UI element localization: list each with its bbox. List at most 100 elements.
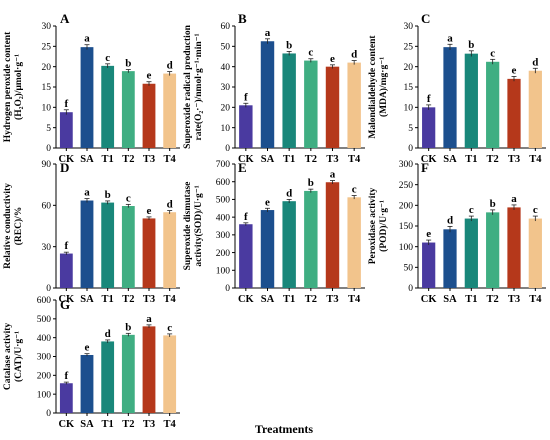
- y-tick-label: 10: [404, 104, 414, 114]
- bar-t2: [121, 71, 135, 148]
- bar-t3: [142, 218, 156, 288]
- x-tick-label: CK: [58, 154, 75, 165]
- bar-ck: [59, 383, 73, 413]
- significance-letter: d: [105, 328, 111, 340]
- y-tick-label: 400: [216, 213, 231, 223]
- y-tick-label: 20: [221, 104, 231, 114]
- y-tick-label: 20: [42, 63, 52, 73]
- bar-sa: [80, 200, 94, 288]
- panel-g: 0 100 200 300 400 500 600 f CK e SA d T1 b T2 a T3 c T4 G Ca…: [3, 296, 180, 430]
- bar-t3: [507, 207, 521, 288]
- x-tick-label: T3: [143, 154, 155, 165]
- x-tick-label: CK: [421, 294, 438, 305]
- x-tick-label: T3: [508, 294, 520, 305]
- y-tick-label: 0: [225, 144, 230, 154]
- x-tick-label: T1: [102, 154, 114, 165]
- significance-letter: c: [308, 47, 313, 59]
- y-tick-label: 300: [37, 353, 52, 363]
- x-tick-label: T3: [326, 154, 338, 165]
- x-tick-label: SA: [261, 154, 275, 165]
- y-tick-label: 60: [221, 22, 231, 32]
- panel-letter: C: [421, 11, 430, 26]
- x-tick-label: T1: [283, 154, 295, 165]
- y-tick-label: 400: [37, 334, 52, 344]
- bar-ck: [239, 224, 253, 288]
- significance-letter: f: [244, 211, 248, 223]
- x-tick-label: T1: [283, 294, 295, 305]
- y-tick-label: 50: [404, 264, 414, 274]
- y-axis-label: Hydrogen peroxide content(H₂O₂)/μmol·g⁻¹: [3, 31, 24, 142]
- x-tick-label: T2: [487, 294, 499, 305]
- panel-f: 0 50 100 150 200 250 300 e CK d SA c T1 b T2 a T3 c T4 F Per…: [368, 160, 546, 305]
- panel-b: 0 10 20 30 40 50 60 f CK a SA b T1 c T2 e T3 d T4 B Superoxi…: [183, 11, 365, 165]
- panel-a: 0 5 10 15 20 25 30 f CK a SA c T1 b T2 e T3 d T4 A Hydrogen …: [3, 11, 180, 165]
- y-tick-label: 100: [37, 390, 52, 400]
- significance-letter: e: [147, 205, 152, 217]
- bar-sa: [80, 47, 94, 148]
- y-tick-label: 5: [46, 124, 51, 134]
- bar-t2: [121, 206, 135, 288]
- bar-ck: [422, 242, 436, 288]
- bar-sa: [260, 210, 275, 288]
- bar-t1: [464, 53, 478, 148]
- x-tick-label: T2: [305, 154, 317, 165]
- bar-t1: [464, 218, 478, 288]
- significance-letter: e: [147, 70, 152, 82]
- x-tick-label: T2: [122, 154, 134, 165]
- significance-letter: c: [490, 47, 495, 59]
- bar-t1: [101, 341, 115, 413]
- x-tick-label: CK: [58, 419, 75, 430]
- bar-t1: [282, 53, 296, 149]
- significance-letter: a: [447, 32, 453, 44]
- panel-d: 0 30 60 90 f CK a SA b T1 c T2 e T3 d T4 D Relative condu…: [3, 160, 180, 305]
- x-tick-label: T4: [529, 294, 542, 305]
- significance-letter: b: [286, 39, 292, 51]
- x-tick-label: T1: [102, 294, 114, 305]
- x-tick-label: CK: [238, 294, 255, 305]
- significance-letter: a: [84, 33, 90, 45]
- x-tick-label: T4: [348, 154, 361, 165]
- significance-letter: d: [286, 187, 292, 199]
- bar-t4: [163, 73, 177, 148]
- y-tick-label: 300: [216, 231, 231, 241]
- bar-t4: [163, 335, 177, 413]
- bar-ck: [59, 253, 73, 288]
- x-tick-label: T3: [143, 419, 155, 430]
- bar-t3: [507, 78, 521, 148]
- y-tick-label: 0: [46, 284, 51, 294]
- x-tick-label: T2: [305, 294, 317, 305]
- y-tick-label: 60: [42, 202, 52, 212]
- x-tick-label: T1: [465, 294, 477, 305]
- y-tick-label: 20: [404, 63, 414, 73]
- significance-letter: f: [64, 370, 68, 382]
- y-tick-label: 15: [42, 83, 52, 93]
- y-tick-label: 150: [399, 222, 414, 232]
- y-tick-label: 300: [399, 160, 414, 170]
- x-tick-label: CK: [58, 294, 75, 305]
- x-tick-label: T2: [487, 154, 499, 165]
- y-tick-label: 500: [37, 315, 52, 325]
- y-tick-label: 25: [42, 43, 52, 53]
- y-axis-label: Relative conductivity(REC)/%: [3, 183, 24, 269]
- significance-letter: f: [427, 93, 431, 105]
- y-tick-label: 30: [42, 22, 52, 32]
- bar-t3: [142, 83, 156, 148]
- y-tick-label: 30: [42, 243, 52, 253]
- y-tick-label: 10: [221, 124, 231, 134]
- significance-letter: e: [330, 53, 335, 65]
- bar-t2: [304, 190, 318, 288]
- y-tick-label: 100: [399, 243, 414, 253]
- significance-letter: d: [167, 199, 173, 211]
- bar-t4: [347, 62, 361, 148]
- y-tick-label: 15: [404, 83, 414, 93]
- panel-letter: F: [421, 160, 429, 175]
- y-tick-label: 0: [408, 284, 413, 294]
- x-tick-label: T3: [326, 294, 338, 305]
- y-tick-label: 40: [221, 63, 231, 73]
- x-tick-label: T2: [122, 294, 134, 305]
- significance-letter: c: [167, 322, 172, 334]
- y-tick-label: 200: [216, 249, 231, 259]
- significance-letter: c: [105, 52, 110, 64]
- significance-letter: b: [125, 321, 131, 333]
- significance-letter: b: [125, 58, 131, 70]
